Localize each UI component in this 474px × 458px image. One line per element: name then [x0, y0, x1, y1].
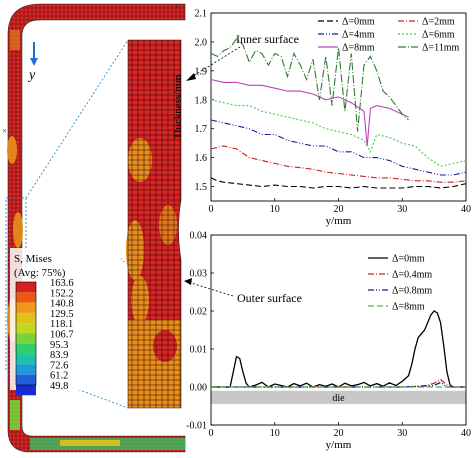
series-line-3: [210, 99, 467, 167]
y-tick-label: 1.9: [195, 66, 208, 77]
node-marker: ×: [174, 2, 180, 13]
y-tick-label: 2.0: [195, 37, 208, 48]
x-tick-label: 0: [209, 428, 214, 439]
y-tick-label: 1.5: [195, 182, 208, 193]
inner-surface-arrow: [189, 46, 241, 79]
legend-entry-label: Δ=8mm: [392, 302, 425, 313]
zoomed-mesh-strip: [126, 39, 182, 409]
thickness-chart-xlabel: y/mm: [326, 215, 352, 227]
x-tick-label: 40: [461, 428, 471, 439]
legend-value: 83.9: [50, 350, 68, 361]
inner-surface-arrowhead: [186, 73, 196, 81]
legend-title: S, Mises: [14, 253, 52, 265]
y-tick-label: 1.6: [195, 153, 208, 164]
x-tick-label: 30: [397, 428, 407, 439]
legend-entry-label: Δ=0.4mm: [392, 270, 432, 281]
y-axis-symbol: y: [27, 68, 36, 83]
legend-value: 95.3: [50, 340, 68, 351]
legend-border: [15, 281, 37, 386]
mises-color-legend: 163.6152.2140.8129.5118.1106.795.383.972…: [15, 278, 74, 396]
y-tick-label: 1.7: [195, 124, 208, 135]
legend-color-swatch: [16, 333, 36, 344]
legend-value: 106.7: [50, 330, 74, 341]
y-tick-label: 0.01: [190, 345, 208, 356]
legend-color-swatch: [16, 302, 36, 313]
legend-color-swatch: [16, 282, 36, 293]
legend-color-swatch: [16, 354, 36, 365]
legend-subtitle: (Avg: 75%): [14, 267, 66, 279]
legend-value: 140.8: [50, 299, 74, 310]
outer-surface-arrow: [187, 281, 234, 297]
node-marker: ×: [2, 126, 7, 136]
legend-entry-label: Δ=2mm: [422, 17, 455, 28]
series-line-2: [210, 119, 467, 176]
series-line-1: [210, 145, 467, 183]
legend-value: 152.2: [50, 288, 74, 299]
die-label: die: [332, 393, 345, 404]
legend-color-swatch: [16, 323, 36, 334]
y-direction-arrowhead: [30, 58, 38, 66]
y-tick-label: 0.00: [190, 383, 208, 394]
legend-value: 72.6: [50, 360, 68, 371]
y-tick-label: 0.04: [190, 231, 208, 242]
legend-color-swatch: [16, 374, 36, 385]
legend-value: 163.6: [50, 278, 74, 289]
series-line-0: [210, 177, 467, 189]
series-line-5: [210, 38, 409, 132]
y-tick-label: 0.03: [190, 269, 208, 280]
zoom-line-top: [25, 39, 129, 199]
legend-entry-label: Δ=4mm: [342, 30, 375, 41]
x-tick-label: 0: [209, 204, 214, 215]
legend-entry-label: Δ=8mm: [342, 43, 375, 54]
die-region: [211, 390, 466, 405]
legend-entry-label: Δ=0mm: [342, 17, 375, 28]
gap-chart-xlabel: y/mm: [326, 439, 352, 451]
gap-chart: die 0 10 20 30 40 -0.01 0.00 0.01 0.02 0.03 0.04 Δ…: [186, 231, 471, 452]
node-marker: ·.: [120, 255, 125, 264]
legend-entry-label: Δ=11mm: [422, 43, 459, 54]
series-line-4: [210, 78, 409, 147]
legend-color-swatch: [16, 385, 36, 396]
legend-value: 49.8: [50, 381, 68, 392]
y-tick-label: 0.02: [190, 307, 208, 318]
legend-color-swatch: [16, 343, 36, 355]
x-tick-label: 30: [397, 204, 407, 215]
x-tick-label: 20: [334, 428, 344, 439]
x-tick-label: 10: [270, 428, 280, 439]
thickness-chart-ylabel: Thickness/mm: [172, 74, 184, 139]
x-tick-label: 20: [334, 204, 344, 215]
legend-entry-label: Δ=6mm: [422, 30, 455, 41]
legend-entry-label: Δ=0.8mm: [392, 286, 432, 297]
legend-color-swatch: [16, 292, 36, 303]
series-line-1: [211, 378, 466, 388]
legend-color-swatch: [16, 364, 36, 375]
outer-surface-label: Outer surface: [237, 291, 302, 305]
y-tick-label: 1.8: [195, 95, 208, 106]
legend-value: 129.5: [50, 309, 74, 320]
x-tick-label: 10: [270, 204, 280, 215]
inner-surface-label: Inner surface: [236, 32, 299, 46]
y-tick-label: 2.1: [195, 9, 208, 20]
y-tick-label: -0.01: [186, 421, 207, 432]
legend-value: 118.1: [50, 319, 73, 330]
x-tick-label: 40: [461, 204, 471, 215]
legend-entry-label: Δ=0mm: [392, 254, 425, 265]
series-line-0: [211, 310, 466, 388]
thickness-chart: 0 10 20 30 40 1.5 1.6 1.7 1.8 1.9 2.0 2.1 Δ=0mm Δ=2m…: [172, 9, 471, 228]
outer-surface-arrowhead: [184, 278, 192, 285]
legend-value: 61.2: [50, 371, 68, 382]
legend-color-swatch: [16, 312, 36, 324]
